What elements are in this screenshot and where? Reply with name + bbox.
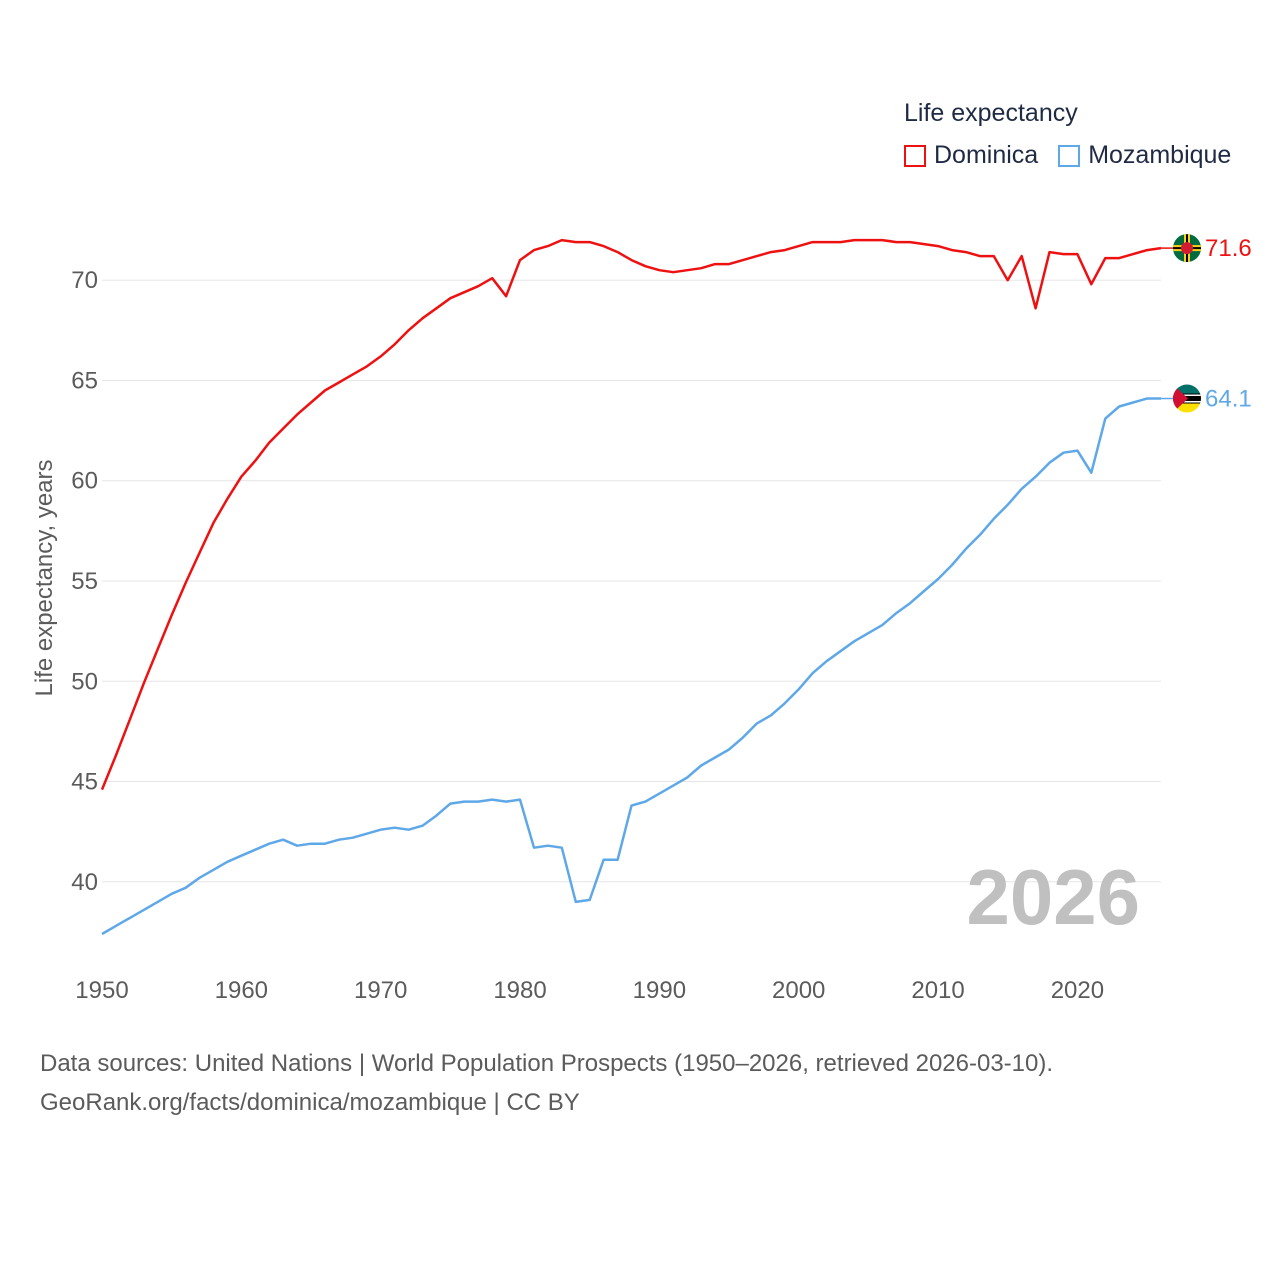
y-tick-label-50: 50	[71, 668, 98, 695]
x-tick-label-1970: 1970	[354, 977, 407, 1004]
x-tick-label-1960: 1960	[215, 977, 268, 1004]
legend-item-dominica[interactable]: Dominica	[904, 141, 1038, 170]
current-year-watermark: 2026	[966, 853, 1140, 941]
source-note: Data sources: United Nations | World Pop…	[40, 1044, 1053, 1122]
legend-label-dominica: Dominica	[934, 141, 1039, 169]
y-axis-label: Life expectancy, years	[31, 459, 58, 696]
series-line-dominica	[100, 238, 1162, 791]
y-tick-label-65: 65	[71, 367, 98, 394]
flag-icon-mozambique	[1173, 384, 1201, 413]
y-axis-ticks: 40 45 50 55 60 65 70	[71, 267, 98, 896]
x-tick-label-2020: 2020	[1051, 977, 1104, 1004]
y-tick-label-55: 55	[71, 568, 98, 595]
end-value-label-dominica: 71.6	[1205, 235, 1252, 262]
gridlines	[102, 279, 1161, 883]
flag-body-dominica	[1173, 234, 1201, 263]
y-tick-label-40: 40	[71, 869, 98, 896]
x-tick-label-2010: 2010	[911, 977, 964, 1004]
series-line-mozambique	[101, 397, 1161, 936]
series-lines	[100, 238, 1162, 936]
legend-swatch-dominica	[904, 144, 926, 167]
end-value-label-mozambique: 64.1	[1205, 386, 1252, 413]
flag-triangle	[1173, 384, 1188, 413]
x-tick-label-1950: 1950	[75, 977, 128, 1004]
y-tick-label-60: 60	[71, 468, 98, 495]
source-line-url[interactable]: GeoRank.org/facts/dominica/mozambique | …	[40, 1089, 580, 1116]
flag-icon-dominica	[1173, 234, 1201, 263]
flag-band-yellow	[1173, 403, 1201, 413]
flag-body-mozambique	[1173, 384, 1201, 413]
legend: Dominica Mozambique	[904, 141, 1251, 170]
flag-band-green	[1173, 384, 1201, 394]
source-line-data: Data sources: United Nations | World Pop…	[40, 1050, 1054, 1077]
x-tick-label-2000: 2000	[772, 977, 825, 1004]
legend-title: Life expectancy	[904, 99, 1078, 127]
legend-label-mozambique: Mozambique	[1088, 141, 1232, 169]
legend-item-mozambique[interactable]: Mozambique	[1058, 141, 1231, 170]
y-tick-label-70: 70	[71, 267, 98, 294]
y-tick-label-45: 45	[71, 769, 98, 796]
flag-disc	[1181, 242, 1193, 255]
x-tick-label-1990: 1990	[633, 977, 686, 1004]
x-axis-ticks: 1950 1960 1970 1980 1990 2000 2010 2020	[75, 977, 1104, 1004]
flag-fimbriation-bottom	[1173, 401, 1201, 403]
flag-fimbriation-top	[1173, 394, 1201, 397]
legend-swatch-mozambique	[1058, 144, 1081, 167]
series-end-markers: 71.6 64.1	[1161, 234, 1252, 413]
x-tick-label-1980: 1980	[493, 977, 546, 1004]
